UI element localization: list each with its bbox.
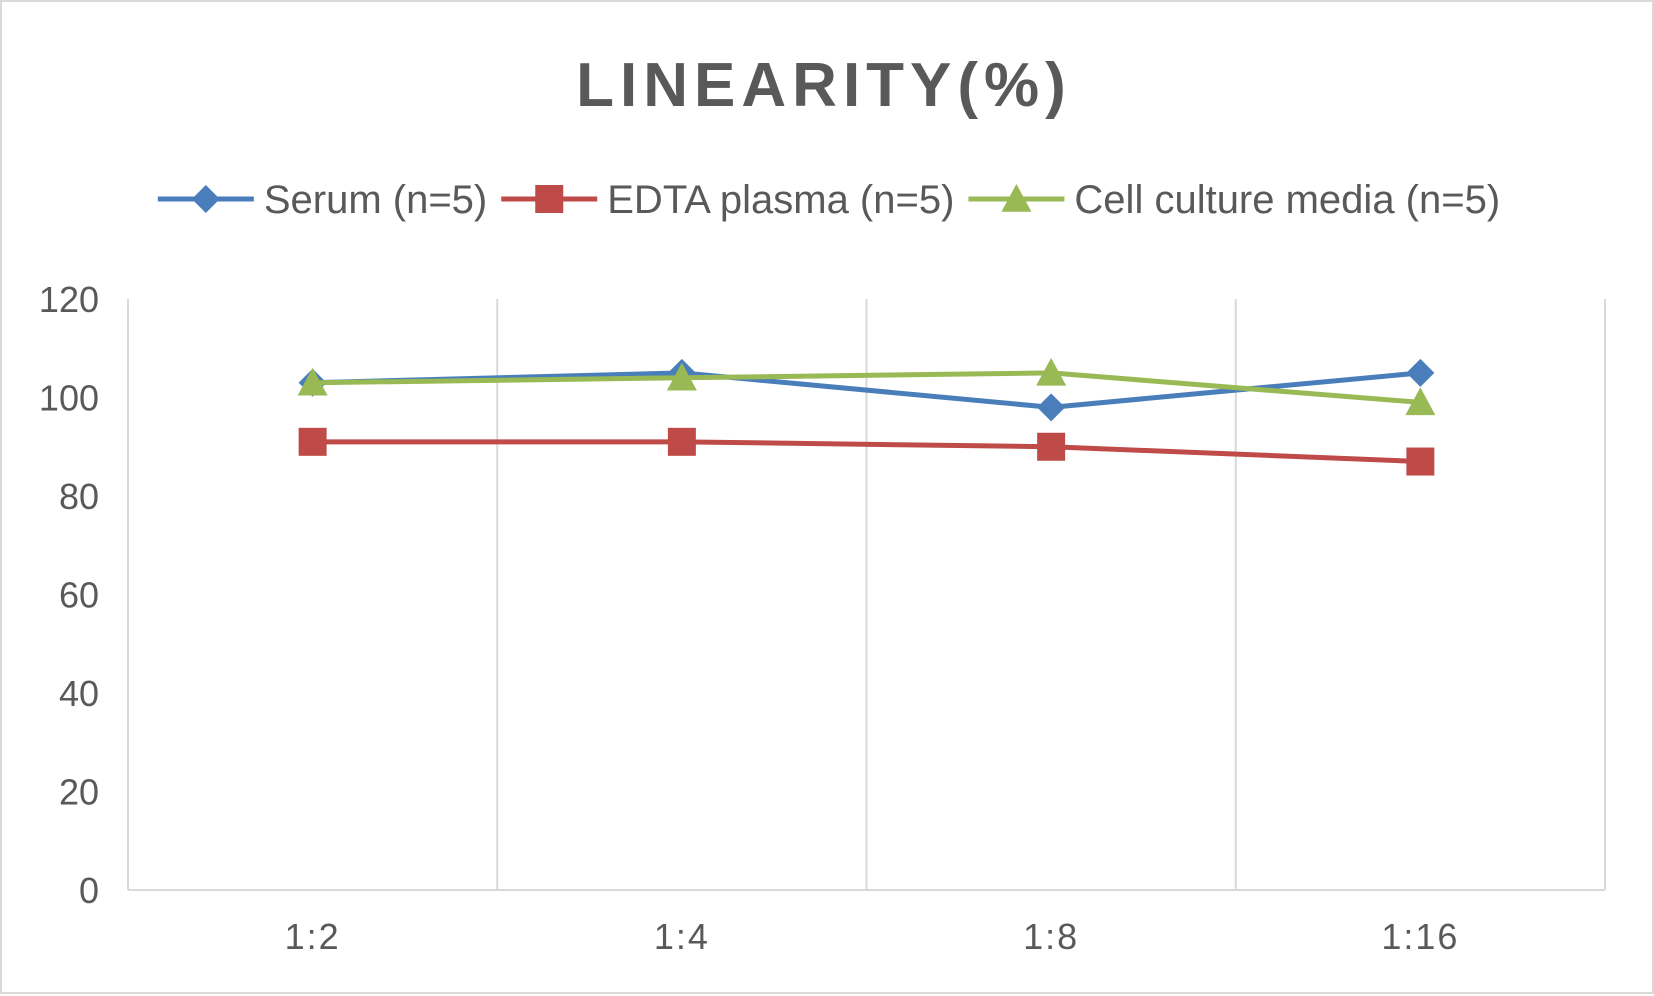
x-tick-label: 1:16 (1381, 916, 1459, 957)
legend: Serum (n=5) EDTA plasma (n=5) Cell culture… (157, 178, 1500, 222)
x-tick-label: 1:2 (285, 916, 341, 957)
series-line (312, 439, 1421, 465)
legend-marker (535, 185, 564, 213)
y-tick-label: 0 (79, 870, 99, 911)
data-point (1036, 357, 1067, 386)
x-tick-label: 1:8 (1023, 916, 1079, 957)
legend-marker (1001, 184, 1032, 212)
y-tick-label: 20 (59, 772, 99, 813)
legend-label: EDTA plasma (n=5) (607, 178, 954, 222)
series-line (312, 370, 1421, 405)
series-1 (298, 427, 1435, 476)
series-2 (297, 357, 1436, 416)
legend-item: EDTA plasma (n=5) (501, 178, 954, 222)
data-point (1037, 393, 1066, 422)
data-point (1037, 432, 1066, 461)
y-tick-label: 40 (59, 673, 99, 714)
data-point (1405, 387, 1436, 416)
legend-label: Cell culture media (n=5) (1074, 178, 1500, 222)
x-tick-label: 1:4 (654, 916, 710, 957)
data-point (1406, 447, 1435, 476)
y-tick-label: 100 (39, 378, 99, 419)
data-point (1406, 358, 1435, 387)
legend-marker (191, 185, 220, 213)
y-tick-label: 120 (39, 279, 99, 320)
y-tick-label: 60 (59, 575, 99, 616)
data-point (666, 362, 697, 391)
plot-area: 0 20 40 60 80 100 120 1:2 1:4 1:8 1:16 (39, 279, 1606, 957)
data-point (667, 427, 696, 456)
data-point (297, 367, 328, 396)
y-tick-label: 80 (59, 476, 99, 517)
data-point (298, 427, 327, 456)
chart-title: LINEARITY(%) (576, 51, 1072, 120)
legend-item: Cell culture media (n=5) (968, 178, 1500, 222)
legend-item: Serum (n=5) (157, 178, 487, 222)
legend-label: Serum (n=5) (264, 178, 487, 222)
